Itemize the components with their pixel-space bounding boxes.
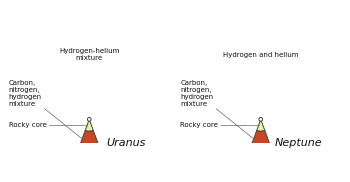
Text: Hydrogen-helium
mixture: Hydrogen-helium mixture <box>59 48 119 61</box>
Text: Carbon,
nitrogen,
hydrogen
mixture: Carbon, nitrogen, hydrogen mixture <box>9 80 85 141</box>
Circle shape <box>259 117 262 121</box>
Wedge shape <box>257 119 265 131</box>
Text: Hydrogen and helium: Hydrogen and helium <box>223 52 299 58</box>
Wedge shape <box>250 130 272 151</box>
Wedge shape <box>71 149 108 174</box>
Wedge shape <box>242 149 279 174</box>
Wedge shape <box>85 119 93 131</box>
Text: Carbon,
nitrogen,
hydrogen
mixture: Carbon, nitrogen, hydrogen mixture <box>180 80 256 141</box>
Circle shape <box>88 117 91 121</box>
Wedge shape <box>235 171 286 182</box>
Text: Rocky core: Rocky core <box>180 122 259 128</box>
Text: Water-hydrogen
mixture: Water-hydrogen mixture <box>233 70 288 83</box>
Text: Water-hydrogen
mixture: Water-hydrogen mixture <box>62 70 117 83</box>
Text: Rocky core: Rocky core <box>9 122 88 128</box>
Wedge shape <box>64 171 115 182</box>
Text: Neptune: Neptune <box>274 138 322 148</box>
Text: Uranus: Uranus <box>107 138 146 148</box>
Wedge shape <box>78 130 100 151</box>
